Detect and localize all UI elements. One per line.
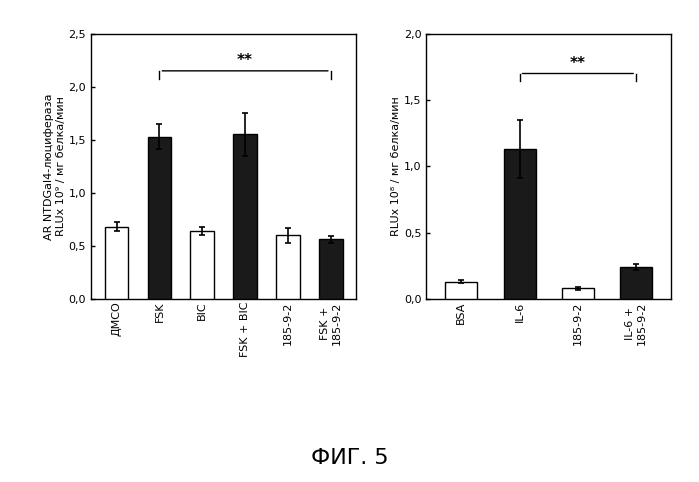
Bar xyxy=(562,288,594,299)
Bar xyxy=(276,235,300,299)
Y-axis label: AR NTDGal4-люцифераза
RLUх 10⁹ / мг белка/мин: AR NTDGal4-люцифераза RLUх 10⁹ / мг белк… xyxy=(44,93,66,240)
Bar xyxy=(445,281,477,299)
Text: **: ** xyxy=(570,56,586,71)
Bar xyxy=(319,240,343,299)
Text: **: ** xyxy=(237,53,253,68)
Y-axis label: RLUх 10⁸ / мг белка/мин: RLUх 10⁸ / мг белка/мин xyxy=(391,96,401,236)
Bar xyxy=(503,149,535,299)
Text: ФИГ. 5: ФИГ. 5 xyxy=(310,448,389,468)
Bar xyxy=(147,136,171,299)
Bar xyxy=(190,231,214,299)
Bar xyxy=(620,267,652,299)
Bar xyxy=(233,134,257,299)
Bar xyxy=(105,227,129,299)
